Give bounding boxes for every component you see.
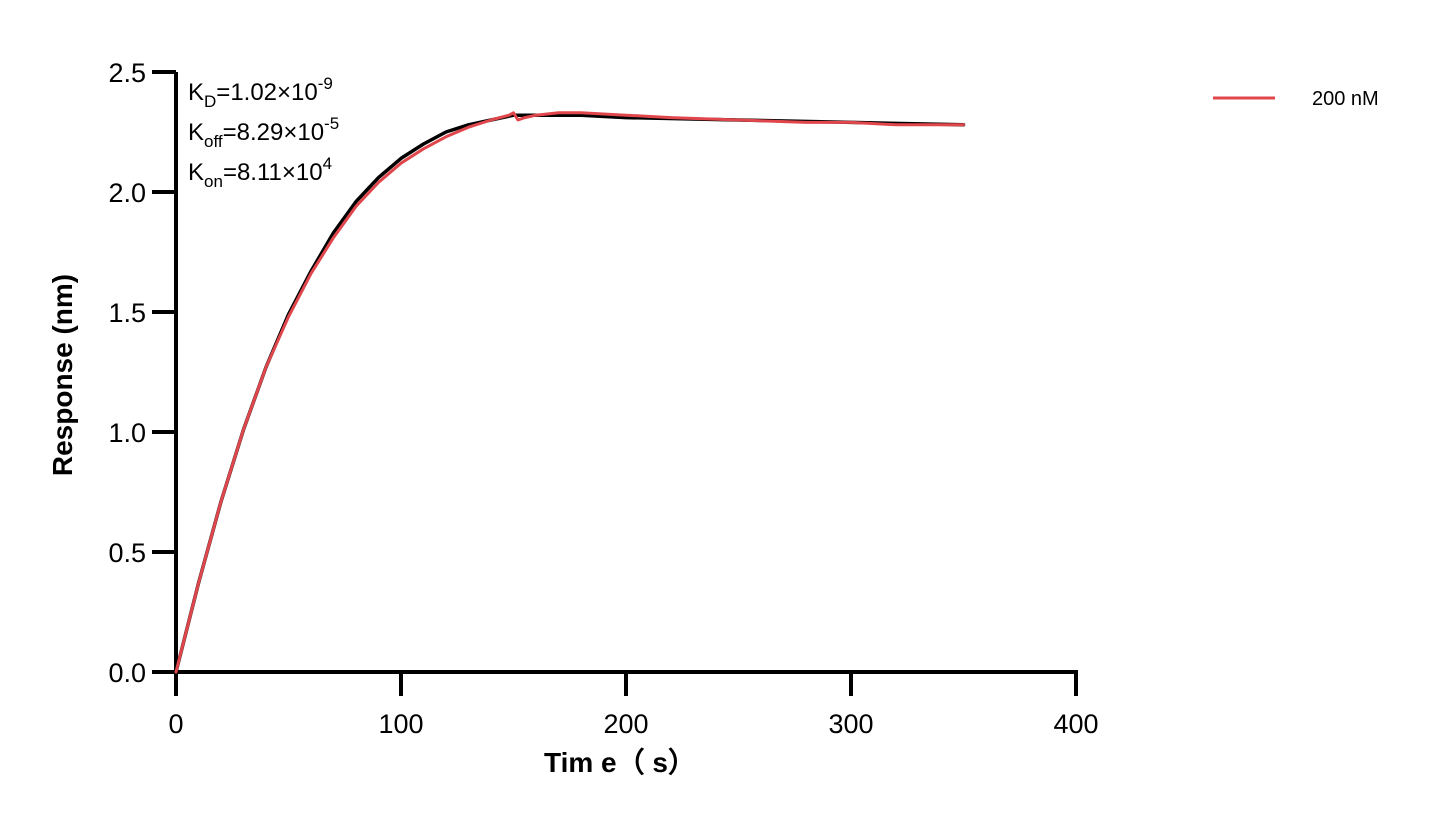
y-tick-label: 0.0 [108,658,146,688]
kinetic-constant: KD=1.02×10-9 [188,74,333,111]
y-axis-title: Response (nm) [47,274,78,476]
series-line-fit [174,113,966,674]
legend: 200 nM [1213,88,1379,110]
y-tick-label: 0.5 [108,538,146,568]
x-tick-label: 200 [603,709,648,739]
x-tick-label: 400 [1053,709,1098,739]
y-tick-label: 1.5 [108,298,146,328]
axes: 0.0 0.5 1.0 1.5 2.0 2.5 0 100 200 300 400 [108,58,1098,739]
x-tick-label: 100 [378,709,423,739]
series-layer [174,111,966,674]
kinetic-constant: Kon=8.11×104 [188,154,332,191]
y-tick-label: 2.0 [108,178,146,208]
x-tick-label: 0 [168,709,183,739]
y-tick-label: 2.5 [108,58,146,88]
legend-label: 200 nM [1312,88,1379,110]
x-tick-label: 300 [828,709,873,739]
series-line-200nm [174,111,965,674]
kinetic-constant: Koff=8.29×10-5 [188,114,339,151]
x-axis-title: Tim e（ s） [544,746,696,778]
y-tick-label: 1.0 [108,418,146,448]
